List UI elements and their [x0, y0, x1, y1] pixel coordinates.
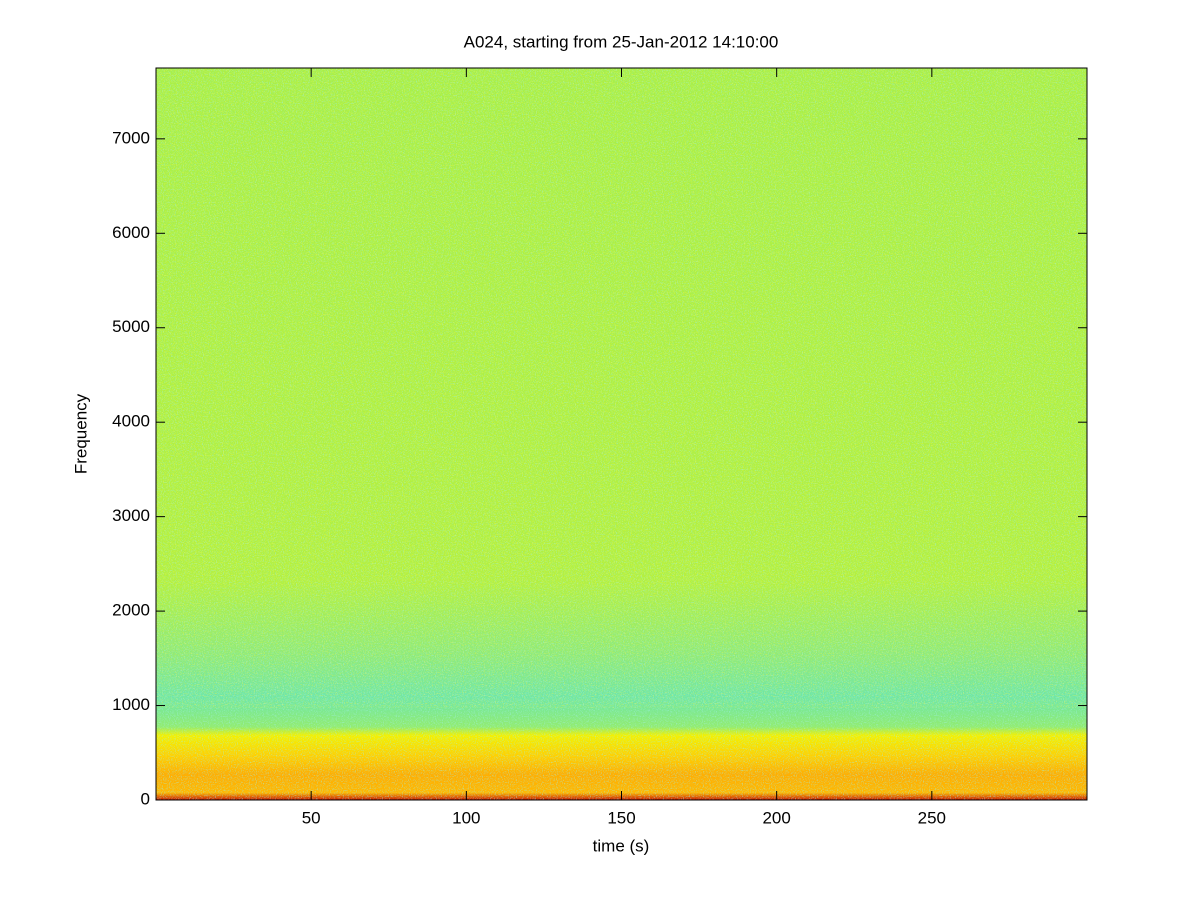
y-tick-label: 4000: [112, 412, 150, 431]
x-tick-label: 150: [607, 808, 635, 827]
x-tick-label: 50: [302, 808, 321, 827]
x-tick-label: 200: [762, 808, 790, 827]
y-tick-label: 2000: [112, 601, 150, 620]
y-tick-label: 1000: [112, 695, 150, 714]
y-tick-label: 7000: [112, 128, 150, 147]
y-axis-label: Frequency: [71, 393, 90, 474]
y-tick-label: 0: [141, 789, 150, 808]
y-tick-label: 3000: [112, 506, 150, 525]
y-tick-label: 6000: [112, 223, 150, 242]
x-tick-label: 250: [918, 808, 946, 827]
y-tick-label: 5000: [112, 317, 150, 336]
spectrogram-texture: [156, 68, 1087, 708]
plot-area: [155, 67, 1088, 801]
x-tick-label: 100: [452, 808, 480, 827]
chart-title: A024, starting from 25-Jan-2012 14:10:00: [464, 32, 779, 51]
x-axis-label: time (s): [593, 836, 650, 855]
